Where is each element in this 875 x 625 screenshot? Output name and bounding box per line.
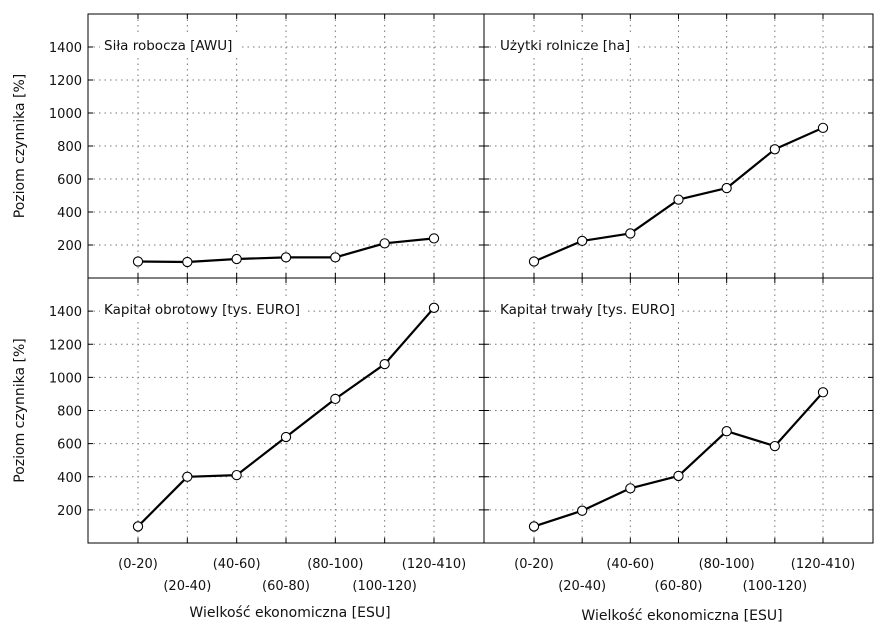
- panel-title-background: [100, 35, 239, 55]
- y-tick-label: 800: [57, 140, 82, 155]
- y-tick-label: 1200: [49, 338, 82, 353]
- panel-2: Użytki rolnicze [ha]: [483, 13, 874, 279]
- data-point: [673, 470, 684, 482]
- x-tick-label: (40-60): [606, 557, 654, 572]
- data-point: [182, 256, 193, 268]
- panel-title-background: [496, 35, 637, 55]
- data-point: [379, 238, 390, 249]
- x-tick-label: (40-60): [213, 557, 261, 572]
- panel-frame: [483, 277, 874, 544]
- data-point: [528, 256, 540, 267]
- y-tick-label: 400: [57, 206, 82, 221]
- x-tick-label: (60-80): [655, 579, 703, 594]
- y-tick-label: 1000: [49, 371, 82, 386]
- x-tick-label: (0-20): [514, 557, 554, 572]
- y-axis-label: Poziom czynnika [%]: [12, 338, 28, 482]
- data-point: [625, 483, 636, 494]
- panel-title-background: [100, 299, 306, 319]
- data-point: [231, 253, 242, 265]
- data-point: [769, 440, 780, 452]
- x-tick-label: (80-100): [699, 557, 755, 572]
- data-point: [182, 471, 193, 482]
- y-tick-label: 200: [57, 504, 82, 519]
- data-point: [330, 252, 341, 263]
- y-tick-label: 1400: [49, 41, 82, 56]
- data-point: [379, 358, 390, 370]
- panel-title: Siła robocza [AWU]: [104, 38, 232, 54]
- data-point: [625, 228, 636, 239]
- y-tick-label: 1000: [49, 107, 82, 122]
- data-point: [428, 302, 440, 313]
- data-point: [132, 521, 144, 532]
- x-tick-label: (120-410): [791, 557, 855, 572]
- x-tick-label: (120-410): [402, 557, 466, 572]
- data-point: [280, 431, 292, 443]
- y-tick-label: 200: [57, 239, 82, 254]
- data-point: [280, 252, 292, 263]
- y-tick-label: 1200: [49, 74, 82, 89]
- y-axis-label: Poziom czynnika [%]: [12, 74, 28, 218]
- series-line: [533, 391, 824, 528]
- x-tick-label: (20-40): [163, 579, 211, 594]
- y-tick-label: 600: [57, 173, 82, 188]
- data-point: [721, 182, 732, 194]
- panel-3: 200 400 600 800 1000 1200 1400 (0-20) (20-40)(40…: [12, 277, 485, 621]
- x-tick-label: (100-120): [352, 579, 416, 594]
- data-point: [577, 505, 588, 516]
- data-point: [577, 235, 588, 247]
- x-tick-label: (60-80): [262, 579, 310, 594]
- x-tick-label: (80-100): [307, 557, 363, 572]
- y-tick-label: 600: [57, 438, 82, 453]
- x-tick-label: (20-40): [558, 579, 606, 594]
- data-point: [528, 521, 540, 532]
- panel-title: Użytki rolnicze [ha]: [500, 38, 630, 54]
- x-axis-label: Wielkość ekonomiczna [ESU]: [189, 605, 390, 621]
- data-point: [330, 393, 341, 405]
- x-tick-label: (100-120): [743, 579, 807, 594]
- y-tick-label: 800: [57, 405, 82, 420]
- data-point: [673, 194, 684, 205]
- panel-4: (0-20) (20-40)(40-60)(60-80) (80-100) (100-…: [483, 277, 874, 624]
- data-point: [231, 469, 242, 481]
- y-tick-label: 400: [57, 471, 82, 486]
- panel-title: Kapitał obrotowy [tys. EURO]: [104, 302, 300, 318]
- data-point: [769, 144, 780, 155]
- y-tick-label: 1400: [49, 305, 82, 320]
- data-point: [721, 426, 732, 437]
- data-point: [817, 387, 829, 398]
- x-tick-label: (0-20): [118, 557, 158, 572]
- data-point: [817, 122, 829, 133]
- panel-title: Kapitał trwały [tys. EURO]: [500, 302, 675, 318]
- x-axis-label: Wielkość ekonomiczna [ESU]: [581, 608, 782, 624]
- data-point: [132, 256, 144, 267]
- data-point: [428, 233, 440, 244]
- panel-title-background: [496, 299, 682, 319]
- panel-1: 200 400 600 800 1000 1200 1400 Siła robocza [AW…: [12, 13, 485, 279]
